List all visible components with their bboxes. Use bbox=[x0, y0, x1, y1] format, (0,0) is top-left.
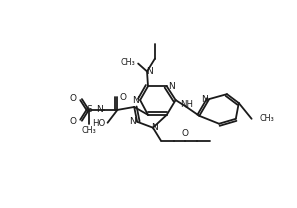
Text: O: O bbox=[70, 117, 77, 126]
Text: CH₃: CH₃ bbox=[81, 126, 96, 135]
Text: O: O bbox=[182, 129, 189, 138]
Text: O: O bbox=[70, 94, 77, 103]
Text: HO: HO bbox=[92, 119, 105, 128]
Text: N: N bbox=[96, 105, 103, 114]
Text: N: N bbox=[129, 117, 136, 126]
Text: N: N bbox=[147, 67, 153, 76]
Text: O: O bbox=[120, 93, 127, 102]
Text: NH: NH bbox=[180, 100, 193, 109]
Text: S: S bbox=[86, 105, 92, 114]
Text: CH₃: CH₃ bbox=[120, 58, 135, 67]
Text: CH₃: CH₃ bbox=[260, 114, 274, 123]
Text: N: N bbox=[201, 95, 208, 104]
Text: N: N bbox=[132, 95, 139, 105]
Text: N: N bbox=[151, 123, 158, 132]
Text: N: N bbox=[168, 82, 175, 91]
